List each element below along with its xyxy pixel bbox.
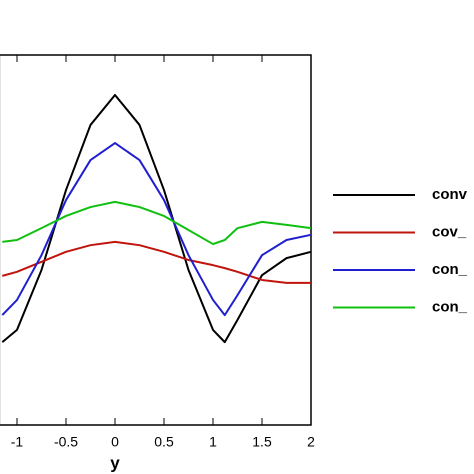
legend-label: conv xyxy=(432,186,468,203)
x-tick-label: -1 xyxy=(11,434,24,450)
x-tick-label: 0.5 xyxy=(154,434,174,450)
x-tick-label: 1.5 xyxy=(252,434,272,450)
x-axis-label: y xyxy=(110,453,120,472)
legend-label: con_ xyxy=(432,261,468,278)
series-line xyxy=(2,240,311,284)
series-line xyxy=(1,142,312,317)
x-tick-label: 0 xyxy=(111,434,119,450)
x-tick-label: 1 xyxy=(209,434,217,450)
series-line xyxy=(2,200,312,246)
x-tick-label: 2 xyxy=(307,434,315,450)
plot-frame xyxy=(0,54,312,426)
legend-label: cov_ xyxy=(432,223,467,240)
legend-label: con_ xyxy=(432,298,468,315)
x-tick-label: -0.5 xyxy=(54,434,78,450)
series-line xyxy=(1,93,312,344)
